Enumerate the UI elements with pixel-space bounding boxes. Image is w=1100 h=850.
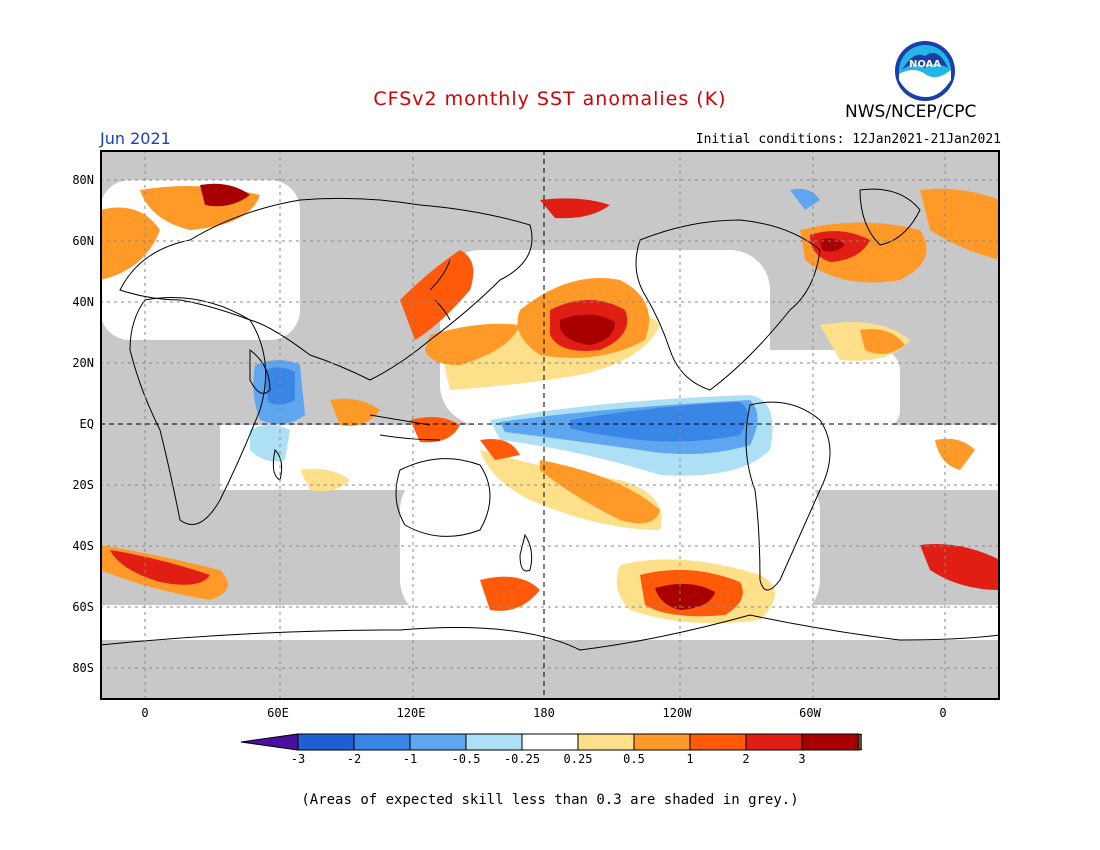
colorbar-cell (633, 733, 691, 751)
colorbar-tick: -2 (346, 752, 362, 766)
sst-anomaly-map (100, 150, 1000, 700)
organization-label: NWS/NCEP/CPC (845, 102, 977, 122)
map-title: CFSv2 monthly SST anomalies (K) (373, 88, 727, 110)
lat-label-20s: 20S (72, 478, 94, 492)
lon-label-60e: 60E (267, 706, 289, 720)
colorbar-cell (857, 733, 862, 751)
lat-label-40s: 40S (72, 539, 94, 553)
colorbar-cell (297, 733, 355, 751)
colorbar-cell (745, 733, 803, 751)
lat-label-60s: 60S (72, 600, 94, 614)
lat-label-20n: 20N (72, 356, 94, 370)
skill-footnote: (Areas of expected skill less than 0.3 a… (301, 792, 799, 808)
colorbar-tick: -0.25 (503, 752, 541, 766)
colorbar-cell (353, 733, 411, 751)
colorbar-tick: -3 (290, 752, 306, 766)
lon-label-120e: 120E (396, 706, 426, 720)
colorbar-tick: 2 (742, 752, 750, 766)
lat-label-eq: EQ (79, 417, 94, 431)
colorbar-cell (465, 733, 523, 751)
colorbar-cell (577, 733, 635, 751)
logo-text: NOAA (909, 59, 941, 70)
colorbar-tick: 3 (798, 752, 806, 766)
colorbar-tick: 1 (686, 752, 694, 766)
colorbar-tick: -0.5 (451, 752, 481, 766)
lon-label-180: 180 (533, 706, 555, 720)
lat-label-60n: 60N (72, 234, 94, 248)
lon-label-60w: 60W (799, 706, 821, 720)
lat-label-80s: 80S (72, 661, 94, 675)
colorbar-cell (801, 733, 859, 751)
colorbar-cell (409, 733, 467, 751)
valid-month-label: Jun 2021 (100, 129, 171, 148)
reference-lines (100, 150, 1000, 700)
colorbar-cell (521, 733, 579, 751)
colorbar-cell (240, 733, 299, 751)
noaa-logo-icon: NOAA (895, 41, 955, 101)
colorbar-tick: 0.5 (623, 752, 645, 766)
coastlines (100, 188, 1000, 651)
lat-label-40n: 40N (72, 295, 94, 309)
lon-label-120w: 120W (662, 706, 692, 720)
lon-label-0: 0 (141, 706, 149, 720)
cool-anomalies (250, 188, 820, 605)
colorbar-tick: -1 (402, 752, 418, 766)
lat-label-80n: 80N (72, 173, 94, 187)
grid-lines (100, 150, 1000, 700)
colorbar-cell (689, 733, 747, 751)
initial-conditions-label: Initial conditions: 12Jan2021-21Jan2021 (695, 132, 1001, 147)
map-frame (100, 150, 1000, 700)
lon-label-0-east: 0 (939, 706, 947, 720)
colorbar-tick: 0.25 (563, 752, 593, 766)
warm-anomalies (100, 183, 1000, 624)
colorbar (240, 733, 862, 751)
